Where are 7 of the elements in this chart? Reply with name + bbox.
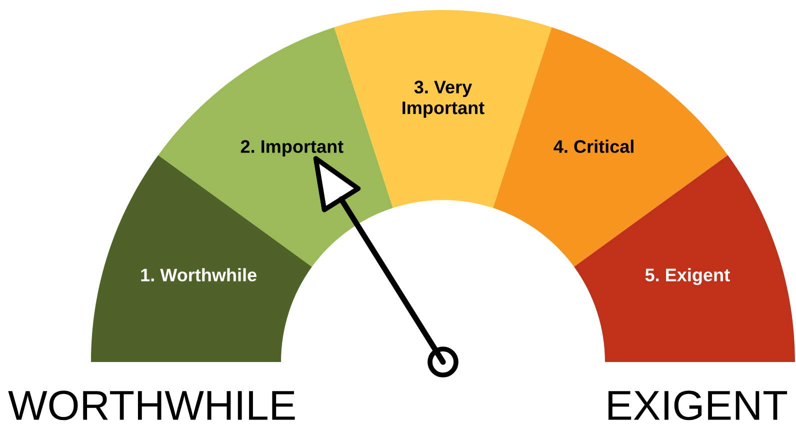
slice-label: 1. Worthwhile (141, 268, 256, 282)
text: WORTHWHILE (8, 390, 295, 420)
slice-label: 4. Critical (554, 140, 634, 153)
slice-label: 2. Important (240, 140, 344, 156)
slice-label: 5. Exigent (645, 268, 730, 286)
slice-label: 3. Very Important (402, 80, 484, 118)
text: EXIGENT (608, 390, 788, 420)
